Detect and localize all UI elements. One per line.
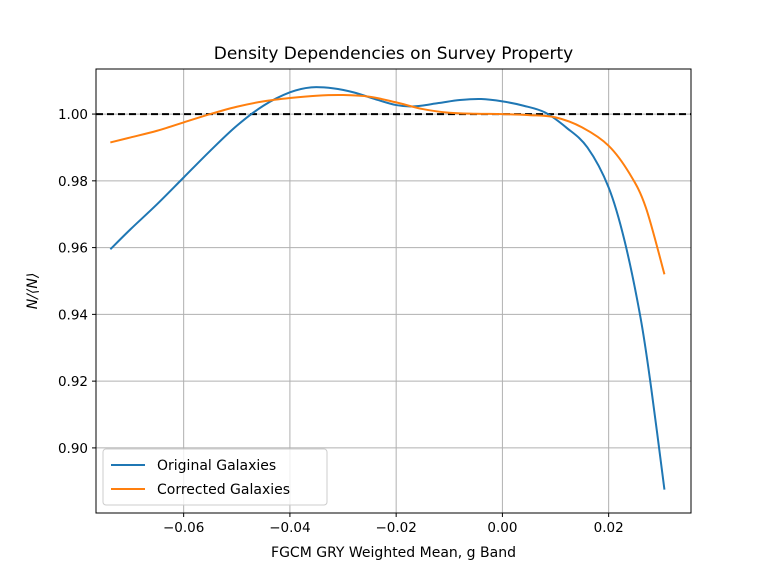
y-tick-label: 0.94 (58, 307, 88, 323)
y-tick-label: 1.00 (58, 107, 88, 123)
x-tick-label: −0.04 (269, 520, 310, 536)
y-tick-label: 0.98 (58, 174, 88, 190)
legend-label-original: Original Galaxies (157, 458, 276, 474)
series-line-original (109, 86, 666, 490)
x-tick-label: 0.00 (487, 520, 517, 536)
x-axis-label: FGCM GRY Weighted Mean, g Band (271, 545, 516, 561)
series-group (109, 86, 666, 490)
y-tick-label: 0.90 (58, 441, 88, 457)
y-axis-label: N/⟨N⟩ (25, 273, 41, 310)
x-tick-label: 0.02 (594, 520, 624, 536)
axis-ticks: −0.06 −0.04 −0.02 0.00 0.02 0.90 0.92 0.94 0.96 0… (58, 107, 624, 536)
plot-frame (95, 68, 692, 514)
legend-box (102, 448, 328, 506)
legend-label-corrected: Corrected Galaxies (157, 482, 290, 498)
y-tick-label: 0.92 (58, 374, 88, 390)
legend: Original Galaxies Corrected Galaxies (102, 448, 328, 506)
series-line-corrected (110, 93, 666, 275)
x-tick-label: −0.06 (163, 520, 204, 536)
y-tick-label: 0.96 (58, 241, 88, 257)
chart-title: Density Dependencies on Survey Property (214, 44, 573, 64)
x-tick-label: −0.02 (375, 520, 416, 536)
